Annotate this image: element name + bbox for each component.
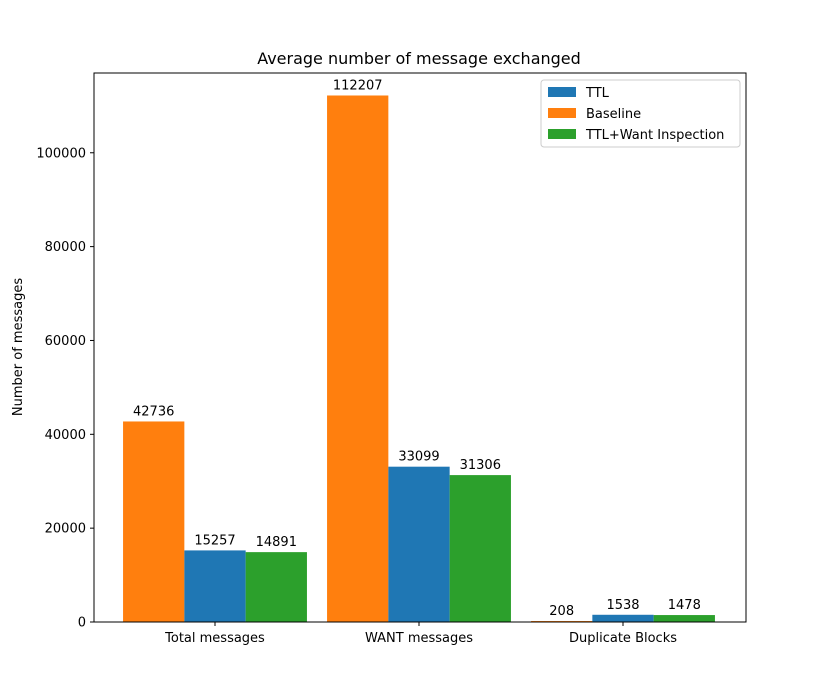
ticks-layer: 0 20000 40000 60000 80000 100000 Total message… <box>36 146 677 646</box>
y-tick-label: 80000 <box>45 240 86 255</box>
legend-swatch <box>548 129 576 139</box>
bar-ttl-want-inspection-1 <box>449 475 511 622</box>
data-label: 1478 <box>668 598 701 613</box>
data-label: 15257 <box>194 533 235 548</box>
legend-label: Baseline <box>586 107 641 122</box>
chart-title: Average number of message exchanged <box>257 49 581 68</box>
y-tick-label: 0 <box>78 616 86 631</box>
bar-ttl-1 <box>388 466 450 622</box>
y-axis-label: Number of messages <box>11 278 26 416</box>
legend-box <box>540 79 741 148</box>
bar-baseline-0 <box>123 421 185 622</box>
legend: TTL Baseline TTL+Want Inspection <box>540 79 741 148</box>
legend-label: TTL+Want Inspection <box>585 128 724 143</box>
bar-ttl-0 <box>184 550 246 622</box>
y-tick-label: 100000 <box>36 146 86 161</box>
x-tick-label: Total messages <box>164 631 265 646</box>
bar-baseline-1 <box>327 95 389 623</box>
y-tick-label: 60000 <box>45 334 86 349</box>
y-tick-label: 40000 <box>45 428 86 443</box>
data-label: 1538 <box>606 598 639 613</box>
legend-swatch <box>548 108 576 118</box>
data-label: 208 <box>549 604 574 619</box>
legend-swatch <box>548 87 576 97</box>
data-label: 31306 <box>460 458 501 473</box>
plot-frame <box>93 72 747 623</box>
y-tick-label: 20000 <box>45 522 86 537</box>
data-label: 112207 <box>333 78 383 93</box>
bar-ttl-want-inspection-2 <box>653 615 715 622</box>
data-label: 33099 <box>398 450 439 465</box>
x-tick-label: WANT messages <box>365 631 473 646</box>
bar-ttl-2 <box>592 614 654 622</box>
bars-layer: 42736 112207 208 15257 33099 1538 14891 31306 14… <box>123 78 715 623</box>
bar-ttl-want-inspection-0 <box>245 552 307 622</box>
legend-label: TTL <box>585 86 610 101</box>
x-tick-label: Duplicate Blocks <box>569 631 677 646</box>
data-label: 42736 <box>133 404 174 419</box>
data-label: 14891 <box>256 535 297 550</box>
